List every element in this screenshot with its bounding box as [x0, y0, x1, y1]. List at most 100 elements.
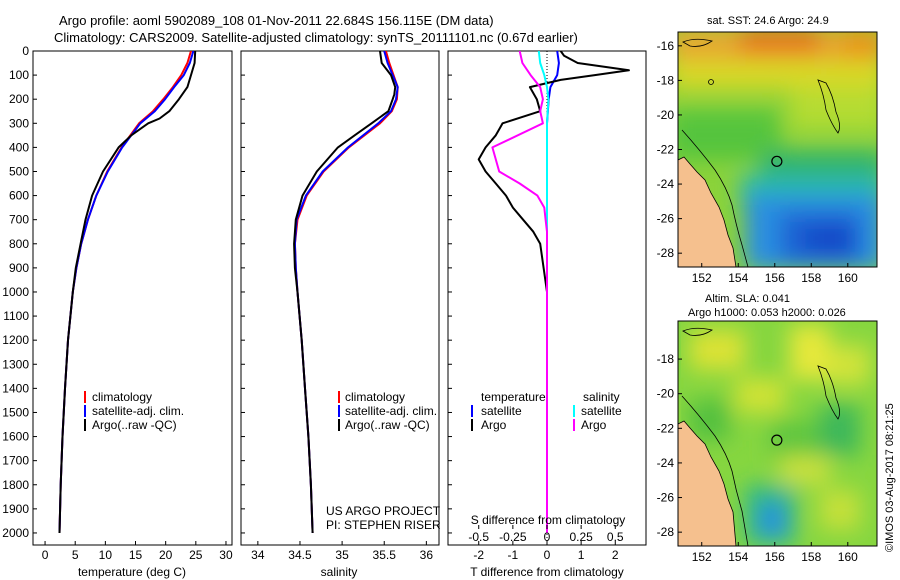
- map-y-tick-label: -24: [657, 177, 675, 191]
- legend-argo: Argo(..raw -QC): [92, 418, 177, 432]
- salinity-legend: climatology satellite-adj. clim. Argo(..…: [338, 390, 437, 432]
- project-name: US ARGO PROJECT: [326, 504, 441, 518]
- salinity-depth-ticks: [241, 50, 245, 534]
- temperature-x-axis: 0 5 10 15 20 25 30: [42, 541, 233, 562]
- s-tick-label: 0.25: [569, 530, 593, 544]
- sla-land: [678, 420, 737, 546]
- x-tick-label: 10: [99, 548, 113, 562]
- map-x-tick-label: 156: [765, 550, 785, 564]
- s-tick-label: -0.25: [499, 530, 527, 544]
- map-x-tick-label: 158: [801, 271, 821, 285]
- y-tick-label: 700: [9, 213, 29, 227]
- depth-axis: 0 100 200 300 400 500 600 700 800 900 1000 1100 1200…: [2, 44, 37, 540]
- y-tick-label: 900: [9, 261, 29, 275]
- y-tick-label: 1000: [2, 285, 29, 299]
- t-tick-label: -1: [508, 548, 519, 562]
- map-y-tick-label: -26: [657, 212, 675, 226]
- x-tick-label: 0: [42, 548, 49, 562]
- sla-map-frame: [677, 320, 878, 547]
- sst-map-axes: 152 154 156 158 160 -16 -18 -20 -22 -24 -26 -28: [657, 39, 858, 285]
- sla-reef: [817, 365, 840, 420]
- s-tick-label: 0: [544, 530, 551, 544]
- x-tick-label: 30: [219, 548, 233, 562]
- sst-map-title: sat. SST: 24.6 Argo: 24.9: [707, 15, 829, 27]
- map-y-tick-label: -18: [657, 73, 675, 87]
- t-difference-label: T difference from climatology: [470, 565, 624, 579]
- salinity-series: [293, 51, 399, 534]
- y-tick-label: 200: [9, 92, 29, 106]
- salinity-chart: 34 34.5 35 35.5 36 salinity climatology sate…: [240, 50, 441, 579]
- s-tick-label: 0.5: [607, 530, 624, 544]
- temperature-xlabel: temperature (deg C): [78, 565, 186, 579]
- temperature-chart: 0100200300400500600700800900100011001200…: [2, 44, 233, 579]
- sst-land: [678, 156, 737, 267]
- sst-field: [678, 32, 877, 267]
- y-tick-label: 400: [9, 140, 29, 154]
- y-tick-label: 2000: [2, 526, 29, 540]
- map-y-tick-label: -20: [657, 108, 675, 122]
- t-tick-label: 1: [578, 548, 585, 562]
- sla-map-title-2: Argo h1000: 0.053 h2000: 0.026: [688, 307, 846, 319]
- imos-credit: ©IMOS 03-Aug-2017 08:21:25: [884, 403, 896, 552]
- s-difference-label: S difference from climatology: [471, 513, 626, 527]
- map-x-tick-label: 154: [728, 271, 748, 285]
- legend-climatology: climatology: [92, 390, 152, 404]
- temperature-plot-frame: [32, 50, 233, 546]
- map-x-tick-label: 160: [838, 271, 858, 285]
- x-tick-label: 15: [129, 548, 143, 562]
- difference-legend: temperature satellite Argo salinity sate…: [471, 390, 622, 432]
- y-tick-label: 800: [9, 237, 29, 251]
- map-y-tick-label: -28: [657, 246, 675, 260]
- float-position-marker: [771, 434, 783, 446]
- y-tick-label: 500: [9, 164, 29, 178]
- sla-field: [690, 325, 870, 545]
- difference-x-axes: -2 -1 0 1 2 -0.5 -0.25 0 0.25 0.5: [468, 525, 624, 562]
- legend-satellite: satellite-adj. clim.: [345, 404, 437, 418]
- y-tick-label: 1700: [2, 454, 29, 468]
- map-y-tick-label: -22: [657, 143, 675, 157]
- sst-reef: [817, 79, 840, 134]
- x-tick-label: 25: [189, 548, 203, 562]
- y-tick-label: 600: [9, 189, 29, 203]
- t-tick-label: 0: [544, 548, 551, 562]
- temperature-series: [58, 51, 197, 534]
- y-tick-label: 0: [22, 44, 29, 58]
- legend-s-satellite: satellite: [581, 404, 622, 418]
- map-x-tick-label: 152: [692, 550, 712, 564]
- legend-t-argo: Argo: [481, 418, 507, 432]
- map-y-tick-label: -20: [657, 387, 675, 401]
- s-tick-label: -0.5: [468, 530, 489, 544]
- legend-s-argo: Argo: [581, 418, 607, 432]
- legend-satellite: satellite-adj. clim.: [92, 404, 184, 418]
- project-pi: PI: STEPHEN RISER: [326, 518, 441, 532]
- map-y-tick-label: -28: [657, 525, 675, 539]
- x-tick-label: 34: [251, 548, 265, 562]
- x-tick-label: 35.5: [373, 548, 397, 562]
- sst-map: sat. SST: 24.6 Argo: 24.9: [657, 15, 878, 285]
- series-argo-raw-qc-: [58, 51, 197, 534]
- sla-map-title-1: Altim. SLA: 0.041: [705, 293, 790, 305]
- map-x-tick-label: 156: [765, 271, 785, 285]
- sla-map: Altim. SLA: 0.041 Argo h1000: 0.053 h200…: [657, 293, 878, 564]
- legend-argo: Argo(..raw -QC): [345, 418, 430, 432]
- sla-isobath: [681, 395, 749, 546]
- title-line-2: Climatology: CARS2009. Satellite-adjuste…: [54, 30, 578, 45]
- x-tick-label: 36: [420, 548, 434, 562]
- y-tick-label: 1600: [2, 430, 29, 444]
- map-y-tick-label: -16: [657, 39, 675, 53]
- difference-series: [477, 51, 630, 545]
- y-tick-label: 1300: [2, 357, 29, 371]
- map-x-tick-label: 160: [838, 550, 858, 564]
- y-tick-label: 1200: [2, 333, 29, 347]
- y-tick-label: 1400: [2, 381, 29, 395]
- map-y-tick-label: -18: [657, 352, 675, 366]
- salinity-plot-frame: [240, 50, 440, 546]
- series-argo-raw-qc-: [293, 51, 397, 534]
- map-x-tick-label: 158: [801, 550, 821, 564]
- map-x-tick-label: 154: [728, 550, 748, 564]
- sst-isobath: [681, 129, 749, 267]
- map-y-tick-label: -26: [657, 491, 675, 505]
- series-s-argo: [491, 51, 548, 533]
- t-tick-label: 2: [612, 548, 619, 562]
- salinity-x-axis: 34 34.5 35 35.5 36: [251, 541, 433, 562]
